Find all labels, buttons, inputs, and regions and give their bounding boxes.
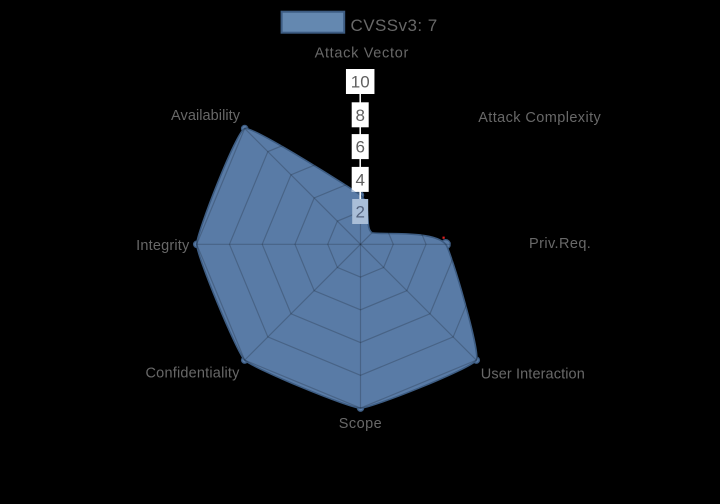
svg-text:User Interaction: User Interaction [481,367,585,383]
svg-text:Attack Complexity: Attack Complexity [478,110,601,126]
svg-text:2: 2 [355,203,364,222]
svg-text:Scope: Scope [339,416,382,432]
svg-text:10: 10 [351,73,370,92]
svg-text:6: 6 [355,138,364,157]
svg-text:Priv.Req.: Priv.Req. [529,236,591,252]
svg-text:Attack Vector: Attack Vector [315,46,409,62]
svg-text:CVSSv3: 7: CVSSv3: 7 [351,16,438,35]
svg-text:Availability: Availability [171,108,241,124]
svg-text:Confidentiality: Confidentiality [146,365,241,381]
svg-text:Integrity: Integrity [136,238,190,254]
svg-text:8: 8 [355,106,364,125]
svg-text:4: 4 [355,170,364,189]
